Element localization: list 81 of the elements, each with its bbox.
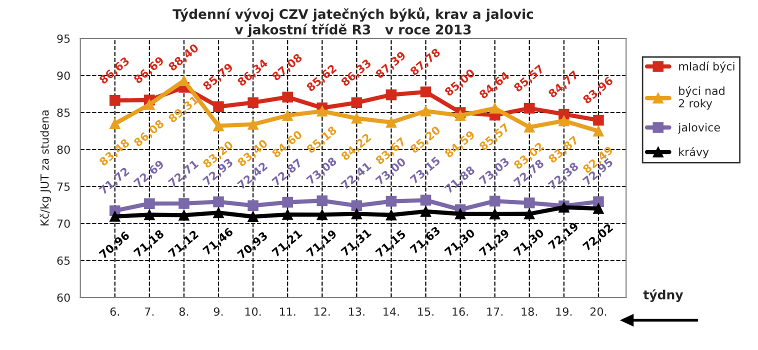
point [351, 208, 362, 220]
point [282, 196, 293, 208]
point [489, 102, 500, 114]
point [110, 211, 120, 222]
point [593, 114, 604, 126]
legend-label: krávy [679, 147, 709, 158]
point [213, 196, 224, 208]
point [524, 122, 535, 133]
x-tick-label: 16. [452, 307, 468, 316]
point [420, 86, 432, 98]
point [213, 101, 224, 112]
point [454, 208, 466, 220]
point [248, 211, 258, 222]
point [213, 120, 224, 132]
point [558, 115, 570, 126]
point [282, 92, 293, 102]
point [524, 102, 535, 114]
point [593, 126, 604, 136]
x-tick-label: 12. [314, 307, 330, 316]
x-tick-label: 19. [556, 307, 572, 316]
x-tick-label: 15. [418, 308, 434, 316]
y-tick-label: 65 [57, 256, 70, 265]
x-tick-label: 18. [522, 307, 538, 316]
point [110, 95, 120, 106]
point [386, 116, 397, 128]
point [420, 106, 432, 116]
point [386, 89, 397, 100]
point [593, 203, 604, 214]
point [558, 108, 570, 120]
point [144, 209, 155, 220]
y-tick-label: 70 [57, 219, 70, 228]
point [489, 208, 500, 220]
point [178, 210, 190, 221]
point [144, 198, 155, 209]
point [524, 198, 535, 208]
x-tick-label: 17. [487, 308, 502, 316]
y-tick-label: 85 [57, 108, 70, 117]
x-tick-label: 20. [590, 307, 606, 316]
point [110, 118, 120, 130]
x-tick-label: 13. [349, 307, 364, 316]
legend-label: býci nad 2 roky [678, 86, 724, 110]
y-tick-label: 75 [57, 182, 70, 191]
y-tick-label: 60 [57, 293, 70, 302]
point [386, 210, 397, 220]
point [420, 194, 432, 206]
point [489, 196, 500, 206]
point [316, 195, 328, 206]
x-tick-label: 14. [384, 308, 399, 316]
x-tick-label: 8. [179, 307, 188, 316]
point [454, 110, 466, 121]
legend-label: mladí býci [679, 61, 734, 73]
point [351, 97, 362, 108]
point [316, 106, 328, 117]
x-tick-label: 7. [145, 308, 154, 316]
point [593, 196, 604, 208]
x-tick-label: 10. [245, 307, 261, 316]
point [248, 97, 258, 108]
point [178, 198, 190, 209]
x-axis-title: týdny [643, 289, 684, 302]
point [316, 209, 328, 220]
point [524, 208, 535, 220]
chart-title: Týdenní vývoj CZV jatečných býků, krav a jalovic v jakostní třídě R3 v roce 2013 [172, 7, 534, 38]
y-tick-label: 80 [57, 145, 70, 154]
x-tick-label: 11. [280, 308, 296, 316]
point [144, 99, 155, 110]
point [386, 196, 397, 207]
legend-label: jalovice [678, 122, 720, 134]
point [351, 200, 362, 212]
point [282, 110, 293, 121]
point [178, 75, 190, 86]
point [282, 209, 293, 220]
y-tick-label: 90 [57, 71, 70, 80]
point [351, 112, 362, 124]
point [213, 207, 224, 218]
point [248, 118, 258, 130]
y-axis-title: Kč/kg JUT za studena [40, 110, 51, 226]
point [248, 200, 258, 211]
point [420, 206, 432, 217]
y-tick-label: 95 [57, 34, 70, 43]
x-tick-label: 6. [110, 307, 119, 316]
x-tick-label: 9. [214, 307, 223, 316]
